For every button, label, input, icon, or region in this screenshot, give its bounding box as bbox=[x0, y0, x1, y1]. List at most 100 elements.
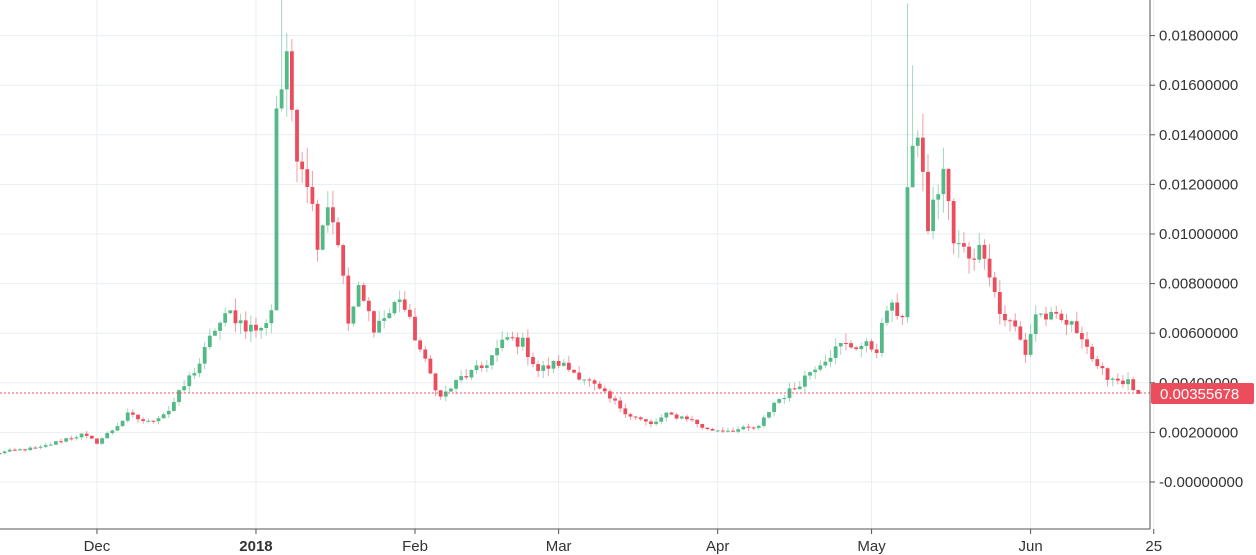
candle-up bbox=[382, 310, 387, 329]
candle-body bbox=[587, 379, 592, 381]
candle-body bbox=[248, 324, 253, 332]
candle-up bbox=[787, 382, 792, 402]
candle-body bbox=[310, 187, 315, 204]
candle-body bbox=[941, 168, 946, 195]
y-tick-label: 0.01000000 bbox=[1159, 226, 1238, 243]
time-axis[interactable]: Dec 2018 Feb Mar Apr May Jun 25 bbox=[84, 529, 1162, 555]
candle-up bbox=[956, 229, 961, 259]
candle-body bbox=[649, 421, 653, 425]
candle-down bbox=[967, 241, 971, 274]
candle-up bbox=[726, 427, 730, 433]
candle-body bbox=[1033, 314, 1038, 335]
candle-down bbox=[59, 438, 63, 444]
candle-up bbox=[931, 186, 936, 240]
candle-body bbox=[684, 416, 689, 420]
candle-body bbox=[628, 414, 633, 417]
candle-body bbox=[582, 379, 587, 381]
candle-down bbox=[295, 108, 299, 183]
candle-body bbox=[1023, 339, 1028, 355]
candle-body bbox=[828, 357, 833, 362]
candle-up bbox=[228, 310, 233, 315]
candle-body bbox=[423, 349, 428, 359]
candle-body bbox=[284, 51, 289, 90]
x-tick-label: Mar bbox=[546, 538, 572, 555]
candle-up bbox=[351, 305, 356, 327]
candle-body bbox=[946, 168, 951, 202]
candle-body bbox=[633, 416, 638, 418]
candle-down bbox=[300, 151, 305, 184]
candle-up bbox=[377, 310, 381, 334]
candle-body bbox=[331, 207, 335, 223]
candle-up bbox=[2, 450, 7, 455]
candle-body bbox=[79, 433, 84, 438]
candle-up bbox=[679, 415, 684, 421]
candle-body bbox=[885, 310, 889, 323]
candle-down bbox=[331, 190, 335, 235]
candle-body bbox=[166, 410, 171, 415]
candle-up bbox=[469, 369, 474, 381]
candle-body bbox=[561, 362, 566, 366]
candle-up bbox=[223, 307, 228, 327]
candle-body bbox=[433, 373, 438, 391]
candle-down bbox=[1121, 375, 1125, 388]
candle-body bbox=[679, 416, 684, 419]
candle-up bbox=[105, 431, 110, 439]
candle-body bbox=[844, 343, 848, 345]
candle-body bbox=[402, 299, 407, 310]
candle-body bbox=[623, 408, 628, 415]
candle-body bbox=[643, 419, 648, 422]
y-tick-label: 0.00200000 bbox=[1159, 424, 1238, 441]
candle-down bbox=[674, 412, 679, 421]
candle-body bbox=[48, 444, 53, 446]
candle-body bbox=[849, 343, 853, 348]
candle-up bbox=[818, 360, 823, 372]
candle-body bbox=[1008, 320, 1012, 322]
candle-body bbox=[608, 391, 612, 399]
candle-body bbox=[772, 402, 776, 413]
candle-body bbox=[956, 243, 961, 245]
candle-down bbox=[84, 430, 89, 439]
candle-body bbox=[23, 449, 28, 451]
candle-down bbox=[69, 435, 74, 441]
candle-up bbox=[741, 424, 746, 431]
candle-down bbox=[643, 419, 648, 426]
candle-up bbox=[833, 338, 838, 365]
candle-body bbox=[151, 420, 156, 422]
candle-up bbox=[38, 444, 43, 450]
candle-body bbox=[197, 363, 202, 374]
candle-body bbox=[336, 222, 340, 246]
candle-down bbox=[844, 333, 848, 351]
candle-down bbox=[597, 381, 602, 390]
candle-body bbox=[613, 398, 617, 401]
candle-body bbox=[274, 108, 279, 311]
candle-body bbox=[1013, 320, 1018, 327]
candle-body bbox=[325, 207, 330, 226]
candle-up bbox=[551, 359, 556, 374]
candle-body bbox=[33, 447, 38, 449]
candle-down bbox=[854, 345, 859, 351]
candle-down bbox=[310, 170, 315, 212]
candle-down bbox=[556, 354, 561, 369]
candle-up bbox=[48, 442, 53, 446]
candle-body bbox=[1110, 378, 1115, 380]
candle-body bbox=[1090, 346, 1095, 360]
candle-body bbox=[751, 427, 756, 429]
candle-body bbox=[264, 323, 269, 329]
candle-down bbox=[1090, 343, 1095, 363]
candle-down bbox=[633, 416, 638, 421]
candle-body bbox=[202, 346, 207, 364]
candle-body bbox=[341, 245, 346, 276]
candle-down bbox=[1100, 362, 1105, 375]
candle-body bbox=[382, 318, 387, 321]
candle-body bbox=[536, 364, 541, 371]
candle-up bbox=[100, 437, 104, 445]
price-axis[interactable]: -0.000000000.002000000.004000000.0060000… bbox=[1150, 28, 1243, 491]
candle-down bbox=[608, 388, 612, 403]
candle-body bbox=[869, 341, 874, 350]
candle-body bbox=[695, 419, 700, 425]
candle-body bbox=[464, 376, 469, 378]
candle-body bbox=[89, 435, 94, 439]
candle-body bbox=[161, 414, 166, 419]
candle-up bbox=[197, 357, 202, 378]
